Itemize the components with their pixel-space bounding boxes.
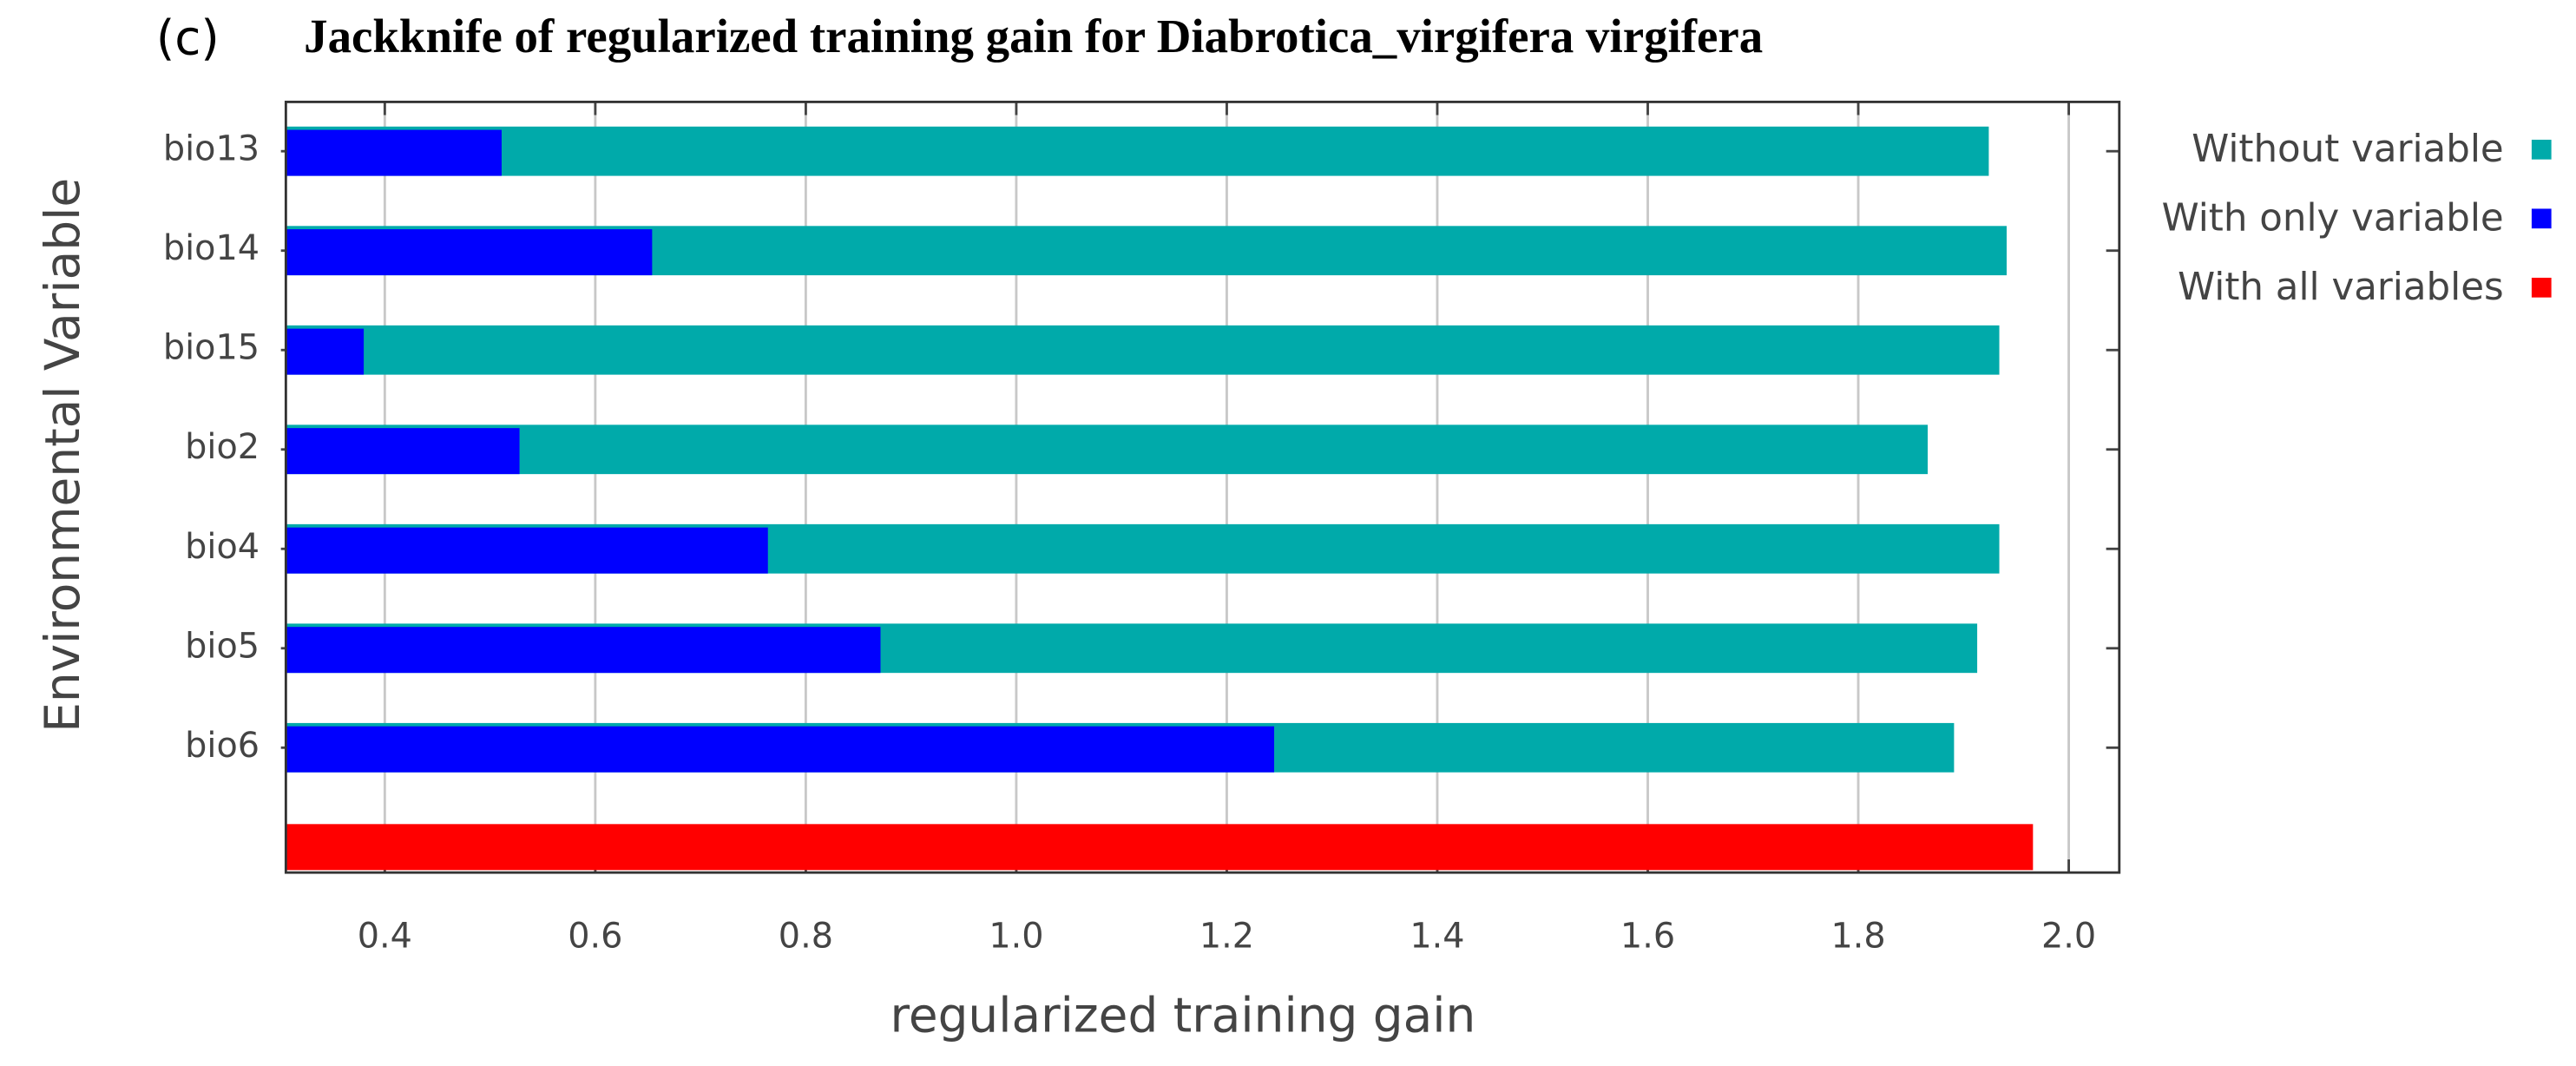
x-tick-label: 0.4 xyxy=(358,916,412,956)
x-tick-label: 1.8 xyxy=(1830,916,1885,956)
bar xyxy=(286,428,520,475)
bar xyxy=(286,627,881,674)
chart-title: Jackknife of regularized training gain f… xyxy=(304,10,1763,63)
y-tick-label: bio4 xyxy=(185,527,260,567)
x-tick-label: 0.6 xyxy=(568,916,622,956)
y-tick-label: bio13 xyxy=(163,129,260,169)
legend-swatch xyxy=(2531,208,2552,229)
y-tick-label: bio14 xyxy=(163,228,260,268)
legend-label: Without variable xyxy=(2192,128,2503,171)
bar xyxy=(286,325,2000,375)
x-tick-label: 1.4 xyxy=(1410,916,1464,956)
bar xyxy=(286,726,1275,773)
bar xyxy=(286,129,502,176)
legend-swatch xyxy=(2531,277,2552,298)
y-tick-label: bio6 xyxy=(185,726,260,766)
bar xyxy=(286,424,1929,475)
legend-swatch xyxy=(2531,139,2552,160)
x-tick-label: 2.0 xyxy=(2041,916,2096,956)
y-tick-label: bio15 xyxy=(163,328,260,368)
legend-label: With all variables xyxy=(2178,266,2504,309)
x-tick-label: 1.0 xyxy=(989,916,1043,956)
y-axis-label: Environmental Variable xyxy=(35,178,90,733)
x-tick-label: 0.8 xyxy=(779,916,833,956)
x-tick-label: 1.2 xyxy=(1199,916,1254,956)
panel-label: (c) xyxy=(156,10,220,65)
legend-label: With only variable xyxy=(2162,197,2504,240)
y-tick-label: bio5 xyxy=(185,626,260,666)
y-tick-label: bio2 xyxy=(185,427,260,467)
x-axis-label: regularized training gain xyxy=(890,988,1475,1043)
plot-frame xyxy=(284,100,2121,874)
bar xyxy=(286,824,2034,871)
x-tick-label: 1.6 xyxy=(1620,916,1675,956)
bar xyxy=(286,328,365,375)
bar xyxy=(286,527,768,574)
bar xyxy=(286,229,653,276)
bar xyxy=(286,126,1989,176)
